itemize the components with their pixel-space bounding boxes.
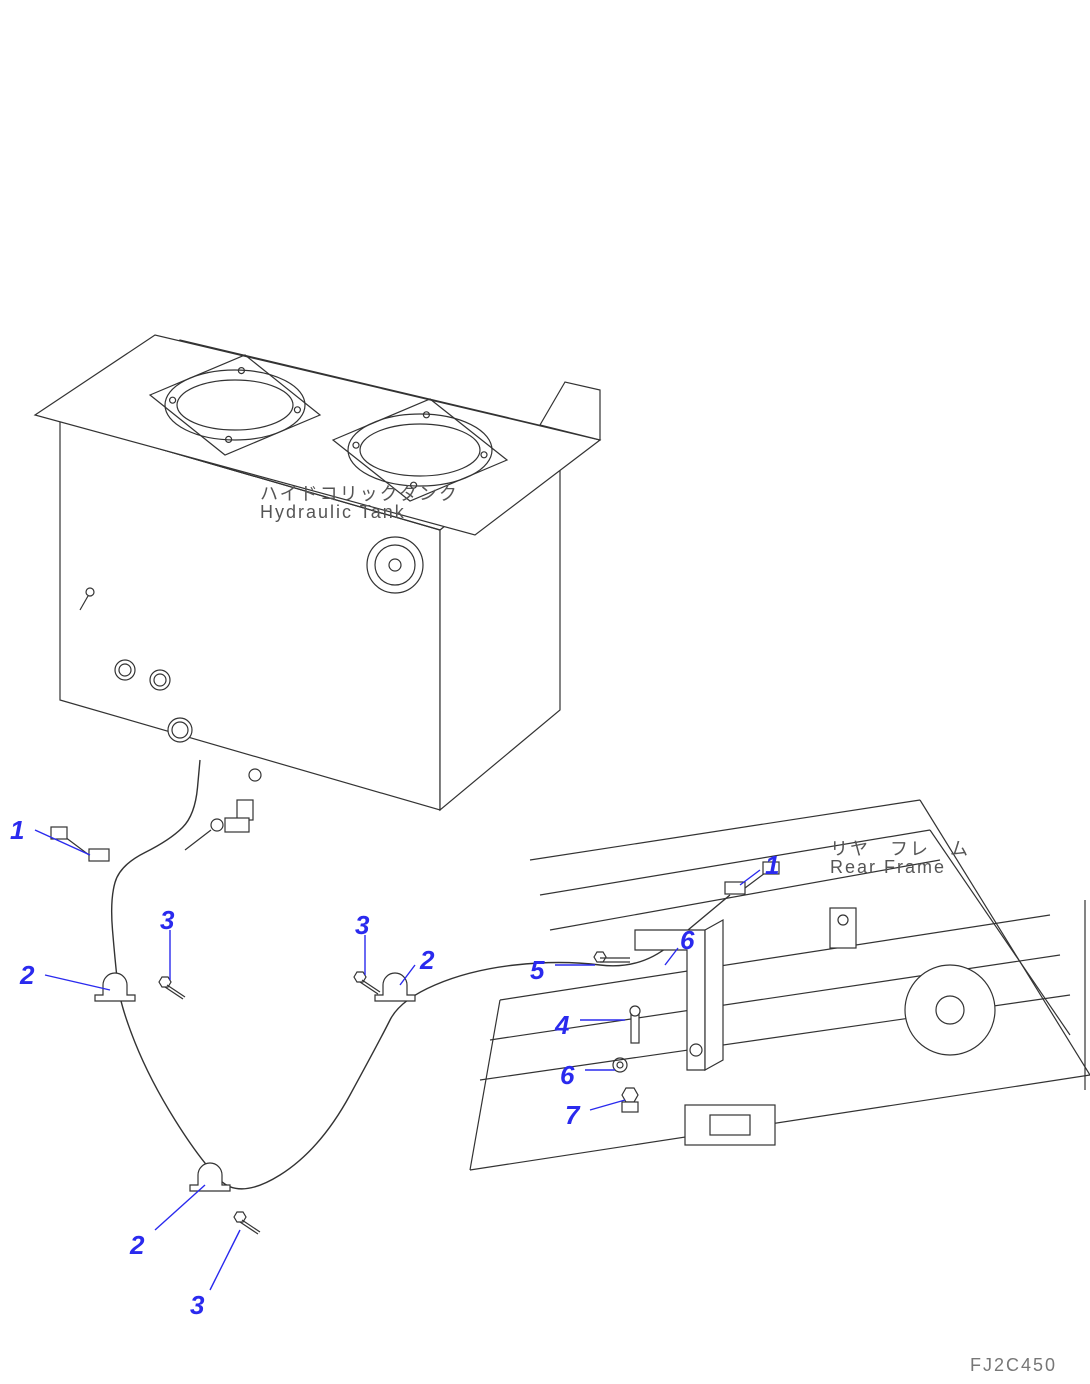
bracket-assembly: [594, 920, 723, 1112]
hose-clips: [95, 972, 415, 1234]
hydraulic-tank: [35, 335, 600, 850]
parts-diagram: [0, 0, 1090, 1384]
rear-frame: [470, 800, 1090, 1170]
drain-hose: [51, 760, 779, 1189]
